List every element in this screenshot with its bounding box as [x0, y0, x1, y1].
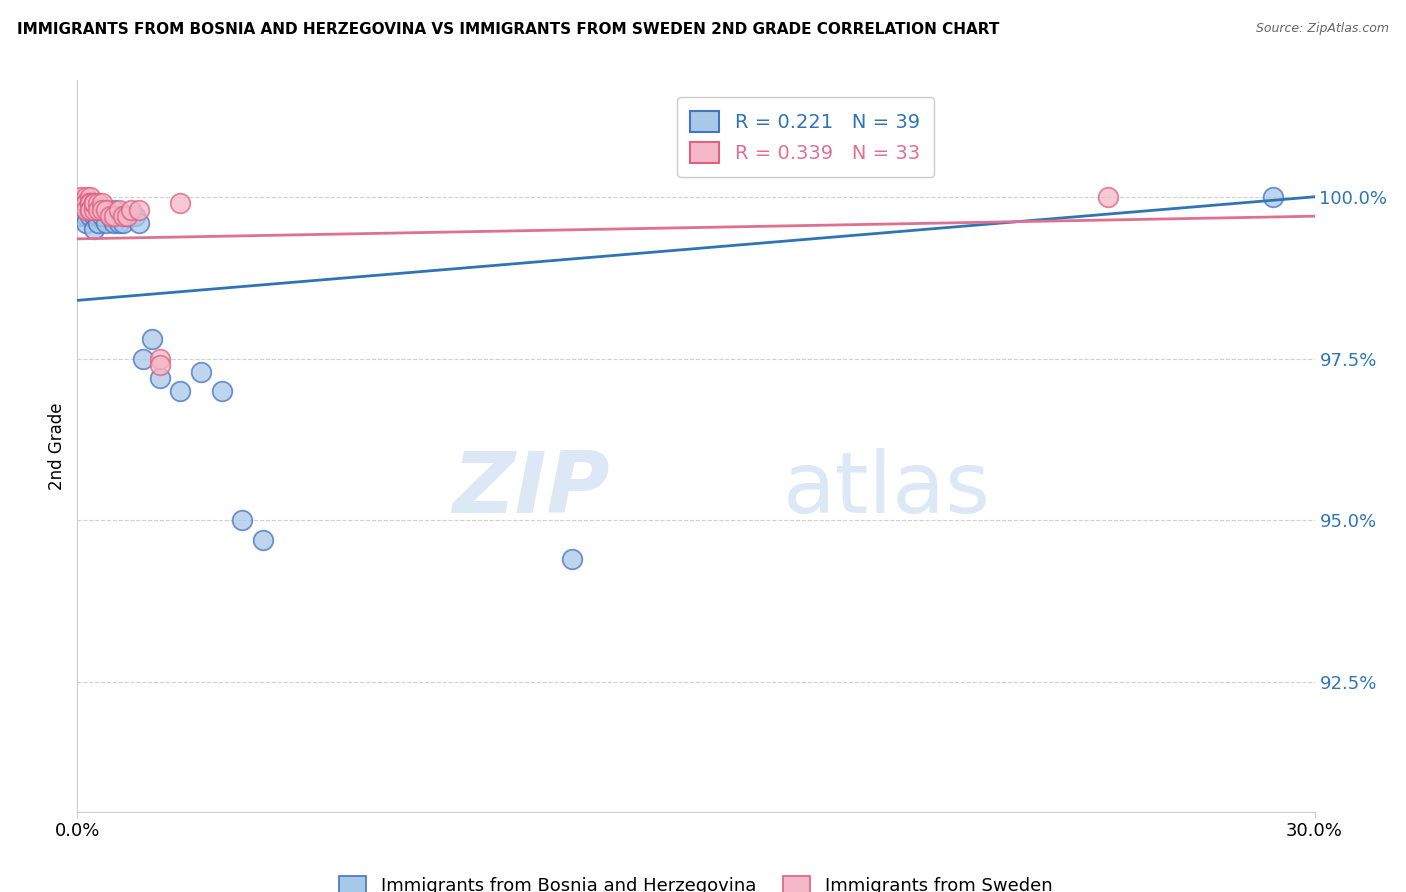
Point [75, 209, 97, 223]
Point [107, 202, 129, 217]
Point [70, 209, 93, 223]
Point [231, 513, 253, 527]
Point [83, 202, 105, 217]
Point [1097, 190, 1119, 204]
Point [70, 196, 93, 211]
Point [252, 533, 274, 547]
Point [149, 371, 172, 385]
Text: IMMIGRANTS FROM BOSNIA AND HERZEGOVINA VS IMMIGRANTS FROM SWEDEN 2ND GRADE CORRE: IMMIGRANTS FROM BOSNIA AND HERZEGOVINA V… [17, 22, 1000, 37]
Point [70, 196, 93, 211]
Point [169, 196, 191, 211]
Point [70, 196, 93, 211]
Point [128, 202, 150, 217]
Point [83, 202, 105, 217]
Point [79, 196, 101, 211]
Point [79, 196, 101, 211]
Point [91, 209, 114, 223]
Point [96, 202, 118, 217]
Point [75, 196, 97, 211]
Point [115, 209, 138, 223]
Point [132, 351, 155, 366]
Point [103, 216, 125, 230]
Point [79, 196, 101, 211]
Point [91, 202, 114, 217]
Point [79, 202, 101, 217]
Point [98, 209, 121, 223]
Point [83, 222, 105, 236]
Point [107, 216, 129, 230]
Point [75, 202, 97, 217]
Point [91, 202, 114, 217]
Point [128, 216, 150, 230]
Point [115, 209, 138, 223]
Point [111, 209, 134, 223]
Point [79, 202, 101, 217]
Point [561, 552, 583, 566]
Point [75, 196, 97, 211]
Point [75, 216, 97, 230]
Point [75, 202, 97, 217]
Point [124, 209, 146, 223]
Point [75, 190, 97, 204]
Point [211, 384, 233, 398]
Point [149, 358, 172, 372]
Legend: Immigrants from Bosnia and Herzegovina, Immigrants from Sweden: Immigrants from Bosnia and Herzegovina, … [332, 868, 1060, 892]
Point [96, 202, 118, 217]
Point [87, 196, 110, 211]
Point [103, 202, 125, 217]
Point [87, 202, 110, 217]
Point [87, 202, 110, 217]
Text: atlas: atlas [783, 449, 991, 532]
Point [83, 209, 105, 223]
Point [190, 365, 212, 379]
Point [70, 190, 93, 204]
Point [169, 384, 191, 398]
Text: ZIP: ZIP [451, 449, 609, 532]
Point [103, 209, 125, 223]
Point [83, 196, 105, 211]
Point [83, 196, 105, 211]
Point [83, 196, 105, 211]
Text: Source: ZipAtlas.com: Source: ZipAtlas.com [1256, 22, 1389, 36]
Point [79, 202, 101, 217]
Point [98, 209, 121, 223]
Y-axis label: 2nd Grade: 2nd Grade [48, 402, 66, 490]
Point [111, 216, 134, 230]
Point [87, 216, 110, 230]
Point [1263, 190, 1285, 204]
Point [83, 196, 105, 211]
Point [91, 196, 114, 211]
Point [79, 209, 101, 223]
Point [141, 332, 163, 346]
Point [79, 190, 101, 204]
Point [79, 196, 101, 211]
Point [149, 351, 172, 366]
Point [75, 196, 97, 211]
Point [96, 216, 118, 230]
Point [120, 202, 142, 217]
Point [87, 209, 110, 223]
Point [107, 209, 129, 223]
